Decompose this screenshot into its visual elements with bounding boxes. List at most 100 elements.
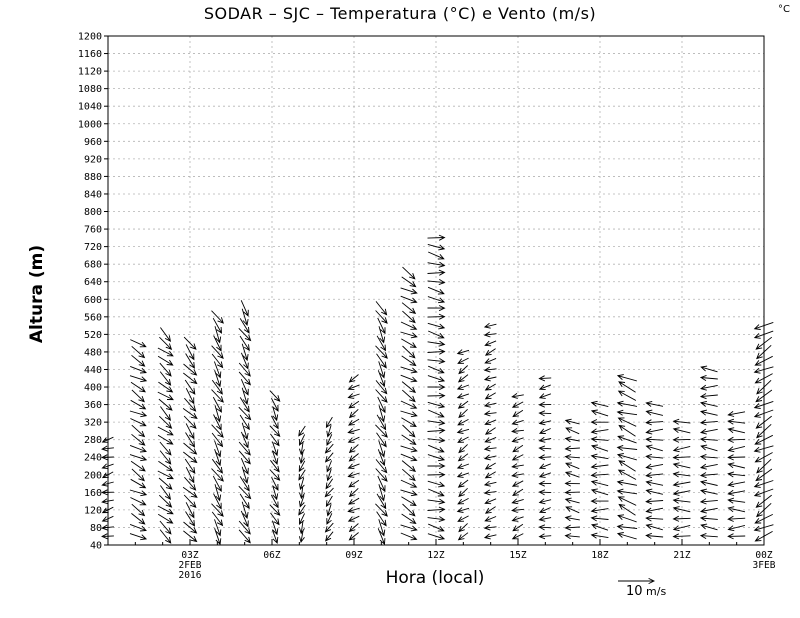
wind-arrow (484, 383, 496, 391)
wind-arrow (183, 415, 197, 430)
wind-arrow (428, 251, 445, 260)
wind-arrow (483, 322, 497, 329)
wind-arrow (214, 528, 222, 546)
wind-arrow (211, 511, 224, 527)
wind-arrow (590, 479, 609, 487)
wind-arrow (727, 481, 746, 488)
wind-arrow (427, 261, 446, 268)
x-tick-label: 00Z (755, 550, 772, 561)
wind-arrow (326, 460, 333, 473)
wind-arrow (699, 463, 718, 470)
wind-arrow (324, 522, 334, 533)
wind-arrow (512, 444, 524, 453)
wind-arrow (375, 468, 388, 482)
wind-arrow (239, 476, 250, 492)
wind-arrow (211, 458, 224, 474)
wind-arrow (590, 436, 609, 443)
wind-arrow (377, 370, 386, 388)
wind-arrow (727, 471, 746, 478)
wind-arrow (484, 392, 496, 400)
y-tick-label: 320 (84, 418, 102, 429)
wind-arrow (727, 411, 746, 417)
wind-arrow (645, 436, 664, 443)
wind-arrow (456, 463, 470, 470)
wind-arrow (158, 398, 173, 411)
wind-arrow (511, 533, 524, 540)
wind-arrow (130, 365, 147, 374)
wind-arrow (645, 463, 664, 470)
wind-arrow (538, 533, 552, 540)
wind-arrow (348, 479, 360, 488)
wind-arrow (214, 326, 222, 344)
wind-arrow (591, 523, 609, 531)
wind-arrow (457, 532, 469, 541)
wind-arrow (101, 515, 114, 522)
wind-arrow (538, 472, 552, 478)
wind-arrow (348, 497, 360, 505)
wind-arrow (185, 432, 196, 448)
wind-arrow (402, 424, 416, 438)
wind-arrow (131, 389, 145, 403)
wind-arrow (347, 507, 360, 513)
wind-arrow (427, 506, 446, 513)
wind-arrow (427, 279, 446, 286)
wind-arrow (699, 498, 718, 505)
wind-arrow (401, 355, 417, 367)
wind-arrow (401, 338, 417, 348)
wind-arrow (755, 468, 773, 482)
wind-arrow (400, 374, 418, 383)
wind-arrow (271, 450, 279, 465)
wind-arrow (672, 506, 691, 513)
wind-arrow (538, 436, 552, 443)
wind-arrow (375, 459, 388, 474)
wind-arrow (458, 523, 468, 533)
wind-arrow (378, 405, 386, 423)
wind-arrow (157, 505, 174, 515)
wind-arrow (241, 387, 249, 406)
wind-arrow (645, 428, 664, 435)
wind-arrow (538, 445, 552, 452)
y-tick-label: 1000 (78, 119, 102, 130)
wind-arrow (428, 488, 445, 497)
wind-arrow (160, 406, 172, 422)
wind-arrow (699, 419, 718, 426)
wind-arrow (402, 310, 416, 324)
wind-arrow (269, 469, 281, 481)
wind-arrow (401, 381, 416, 394)
wind-arrow (428, 330, 445, 339)
wind-arrow (240, 379, 249, 396)
wind-arrow (754, 373, 773, 384)
wind-arrow (101, 533, 114, 540)
wind-arrow (456, 384, 470, 391)
wind-arrow (428, 523, 445, 532)
wind-arrow (299, 513, 306, 525)
wind-arrow (590, 453, 609, 460)
wind-arrow (457, 515, 469, 522)
wind-arrow (672, 515, 691, 522)
wind-arrow (241, 466, 249, 484)
wind-arrow (378, 440, 386, 458)
wind-arrow (756, 344, 772, 360)
wind-arrow (239, 335, 250, 352)
wind-arrow (699, 507, 718, 514)
wind-arrow (400, 366, 418, 374)
wind-arrow (402, 266, 416, 280)
wind-arrow (618, 460, 636, 472)
wind-arrow (183, 363, 198, 376)
wind-arrow (298, 521, 305, 535)
wind-arrow (484, 516, 497, 522)
wind-arrow (564, 436, 580, 443)
wind-arrow (755, 415, 772, 429)
wind-arrow (159, 520, 172, 535)
wind-arrow (157, 434, 174, 445)
wind-arrow (590, 488, 609, 496)
wind-arrow (211, 432, 224, 448)
wind-arrow (298, 460, 306, 473)
wind-arrow (645, 419, 664, 426)
wind-arrow (590, 419, 609, 426)
wind-arrow (591, 444, 609, 452)
wind-arrow (645, 488, 664, 495)
wind-arrow (427, 462, 446, 470)
wind-arrow (616, 374, 637, 382)
